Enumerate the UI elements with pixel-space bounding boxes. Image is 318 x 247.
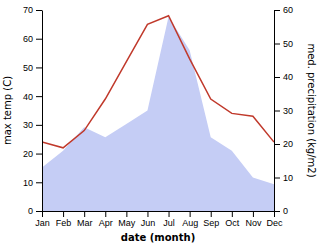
line (42, 16, 274, 148)
y-tick: 60 (23, 34, 42, 44)
y2-tick-label: 50 (283, 39, 293, 49)
x-tick-mark (169, 211, 170, 217)
x-tick-mark (190, 211, 191, 217)
plot: JanFebMarAprMayJunJulAugSepOctNovDec0102… (23, 5, 293, 228)
y2-axis-title: med. precipitation (kg/m2) (306, 43, 317, 177)
x-tick-label: Dec (266, 218, 283, 228)
x-tick: Aug (182, 211, 198, 228)
chart: JanFebMarAprMayJunJulAugSepOctNovDec0102… (0, 0, 318, 247)
y-tick-mark (36, 125, 42, 126)
y-tick: 10 (23, 178, 42, 188)
y2-tick: 20 (274, 139, 293, 149)
y2-tick: 0 (274, 206, 288, 216)
y2-tick-mark (274, 211, 280, 212)
x-tick-label: Jul (163, 218, 175, 228)
x-tick: Dec (266, 211, 283, 228)
y2-tick: 40 (274, 72, 293, 82)
y2-tick-mark (274, 111, 280, 112)
y2-tick-label: 60 (283, 5, 293, 15)
x-tick-label: Jan (35, 218, 50, 228)
y2-tick-mark (274, 10, 280, 11)
x-tick-mark (42, 211, 43, 217)
y-tick-mark (36, 211, 42, 212)
y-tick-mark (36, 10, 42, 11)
y-tick: 20 (23, 149, 42, 159)
y-tick: 70 (23, 5, 42, 15)
y2-tick: 60 (274, 5, 293, 15)
y2-tick-label: 10 (283, 173, 293, 183)
x-tick: Jul (163, 211, 175, 228)
x-tick-label: Mar (77, 218, 93, 228)
x-tick: Mar (77, 211, 93, 228)
y-tick-label: 30 (23, 120, 33, 130)
chart-container: JanFebMarAprMayJunJulAugSepOctNovDec0102… (0, 0, 318, 247)
y-tick-label: 20 (23, 149, 33, 159)
x-tick: Nov (245, 211, 262, 228)
x-tick-label: May (118, 218, 136, 228)
y-tick-mark (36, 154, 42, 155)
y2-tick-mark (274, 178, 280, 179)
x-axis: Jan Feb Mar Apr May Jun Jul Aug Sep Oct Nov Dec (35, 211, 283, 228)
axis-line (42, 11, 43, 212)
y2-tick-mark (274, 44, 280, 45)
axis-line (43, 211, 275, 212)
y-tick: 0 (28, 206, 42, 216)
x-tick-label: Jun (141, 218, 156, 228)
y-tick: 30 (23, 120, 42, 130)
y-axis-title: max temp (C) (2, 76, 13, 145)
x-tick-label: Oct (225, 218, 240, 228)
y-tick-label: 0 (28, 206, 33, 216)
x-tick-mark (147, 211, 148, 217)
y2-tick: 30 (274, 106, 293, 116)
y-tick-mark (36, 96, 42, 97)
y-tick-mark (36, 67, 42, 68)
y2-tick: 50 (274, 39, 293, 49)
x-axis-title: date (month) (121, 232, 195, 243)
x-tick-mark (126, 211, 127, 217)
x-tick-label: Nov (245, 218, 262, 228)
y2-tick-label: 30 (283, 106, 293, 116)
x-tick-label: Apr (99, 218, 113, 228)
y-tick-mark (36, 182, 42, 183)
x-tick: Jun (141, 211, 156, 228)
y-tick-label: 40 (23, 92, 33, 102)
y2-axis: 0 10 20 30 40 50 60 (274, 5, 293, 216)
y-tick-mark (36, 39, 42, 40)
y-tick: 50 (23, 63, 42, 73)
x-tick: Feb (56, 211, 72, 228)
x-tick: Jan (35, 211, 50, 228)
x-tick-mark (253, 211, 254, 217)
y2-tick-label: 40 (283, 72, 293, 82)
x-tick-mark (63, 211, 64, 217)
x-tick: Apr (99, 211, 113, 228)
y2-tick-label: 20 (283, 139, 293, 149)
x-tick: Sep (203, 211, 219, 228)
x-tick-label: Feb (56, 218, 72, 228)
y-tick-label: 10 (23, 178, 33, 188)
y-axis: 0 10 20 30 40 50 60 70 (23, 5, 43, 216)
x-tick-label: Aug (182, 218, 198, 228)
x-tick: Oct (225, 211, 240, 228)
x-tick: May (118, 211, 136, 228)
x-tick-mark (232, 211, 233, 217)
y-tick-label: 60 (23, 34, 33, 44)
x-tick-label: Sep (203, 218, 219, 228)
y-tick: 40 (23, 92, 42, 102)
y2-tick: 10 (274, 173, 293, 183)
y2-tick-label: 0 (283, 206, 288, 216)
x-tick-mark (211, 211, 212, 217)
x-tick-mark (105, 211, 106, 217)
y2-tick-mark (274, 77, 280, 78)
area (42, 17, 274, 211)
marks (42, 16, 274, 211)
y2-tick-mark (274, 144, 280, 145)
x-tick-mark (84, 211, 85, 217)
y-tick-label: 70 (23, 5, 33, 15)
y-tick-label: 50 (23, 63, 33, 73)
